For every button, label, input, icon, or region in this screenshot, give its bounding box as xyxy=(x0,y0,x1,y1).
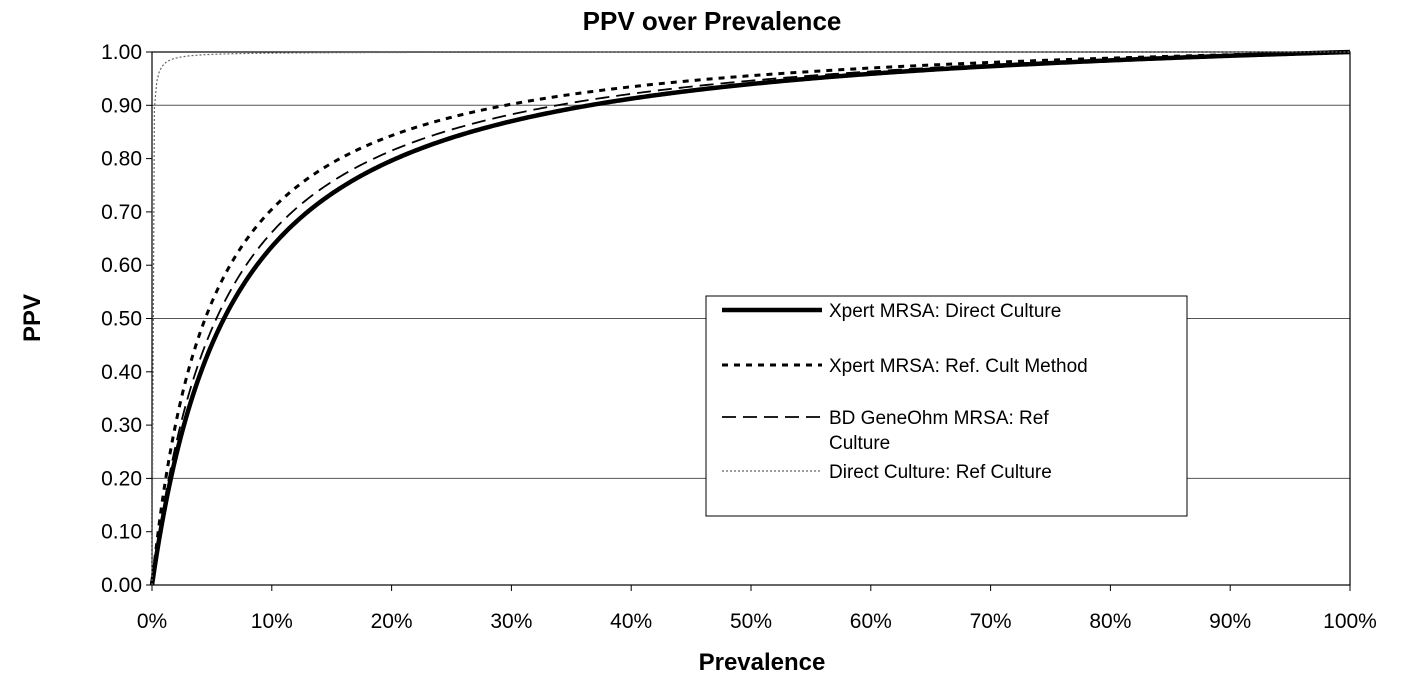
x-tick-label: 40% xyxy=(610,610,652,633)
y-tick-label: 0.70 xyxy=(101,201,142,224)
x-tick-label: 0% xyxy=(137,610,167,633)
legend: Xpert MRSA: Direct Culture Xpert MRSA: Re… xyxy=(705,295,1188,517)
legend-label-1: Xpert MRSA: Ref. Cult Method xyxy=(829,356,1088,377)
x-tick-label: 100% xyxy=(1323,610,1377,633)
y-tick-label: 0.10 xyxy=(101,521,142,544)
y-tick-label: 0.20 xyxy=(101,467,142,490)
axis-ticks: 0% 10% 20% 30% 40% 50% 60% 70% 80% 90% 100% 0.00 0.1… xyxy=(101,41,1377,633)
y-tick-label: 0.40 xyxy=(101,361,142,384)
x-tick-label: 80% xyxy=(1089,610,1131,633)
legend-box xyxy=(705,295,1188,517)
y-tick-label: 0.30 xyxy=(101,414,142,437)
x-tick-label: 30% xyxy=(490,610,532,633)
series-line-1 xyxy=(150,50,1351,586)
y-tick-label: 0.50 xyxy=(101,308,142,331)
y-tick-label: 0.90 xyxy=(101,94,142,117)
x-tick-label: 50% xyxy=(730,610,772,633)
x-tick-label: 90% xyxy=(1209,610,1251,633)
y-tick-label: 0.00 xyxy=(101,574,142,597)
y-tick-label: 0.60 xyxy=(101,254,142,277)
series-line-3 xyxy=(151,51,1350,586)
y-tick-label: 0.80 xyxy=(101,148,142,171)
y-tick-label: 1.00 xyxy=(101,41,142,64)
series-line-2 xyxy=(151,51,1351,586)
chart-title: PPV over Prevalence xyxy=(583,6,842,36)
x-tick-label: 20% xyxy=(371,610,413,633)
x-tick-label: 70% xyxy=(970,610,1012,633)
legend-label-2: BD GeneOhm MRSA: Ref Culture xyxy=(829,408,1049,454)
legend-label-0: Xpert MRSA: Direct Culture xyxy=(829,301,1061,322)
legend-label-3: Direct Culture: Ref Culture xyxy=(829,462,1052,483)
series-lines xyxy=(149,49,1351,586)
x-tick-label: 10% xyxy=(251,610,293,633)
x-tick-label: 60% xyxy=(850,610,892,633)
y-axis-label: PPV xyxy=(19,294,46,342)
x-axis-label: Prevalence xyxy=(699,649,826,676)
